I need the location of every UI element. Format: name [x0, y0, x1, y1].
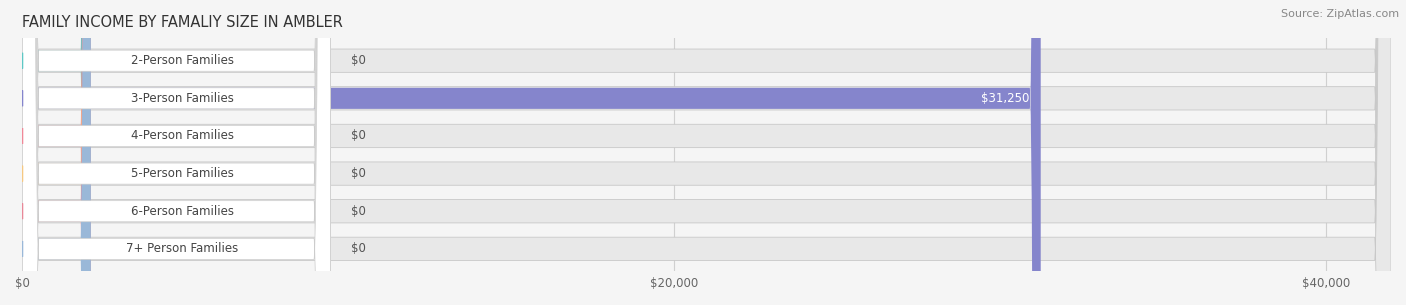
Text: $0: $0	[352, 205, 366, 218]
FancyBboxPatch shape	[22, 0, 330, 305]
FancyBboxPatch shape	[22, 0, 1391, 305]
FancyBboxPatch shape	[22, 0, 330, 305]
Text: FAMILY INCOME BY FAMALIY SIZE IN AMBLER: FAMILY INCOME BY FAMALIY SIZE IN AMBLER	[22, 15, 343, 30]
FancyBboxPatch shape	[22, 0, 330, 305]
FancyBboxPatch shape	[22, 0, 330, 305]
FancyBboxPatch shape	[22, 0, 1040, 305]
Text: $31,250: $31,250	[981, 92, 1029, 105]
FancyBboxPatch shape	[22, 0, 330, 305]
Text: 2-Person Families: 2-Person Families	[131, 54, 233, 67]
FancyBboxPatch shape	[22, 0, 1391, 305]
Text: Source: ZipAtlas.com: Source: ZipAtlas.com	[1281, 9, 1399, 19]
FancyBboxPatch shape	[22, 0, 330, 305]
FancyBboxPatch shape	[22, 0, 91, 305]
Text: $0: $0	[352, 54, 366, 67]
Text: 3-Person Families: 3-Person Families	[131, 92, 233, 105]
Text: 5-Person Families: 5-Person Families	[131, 167, 233, 180]
Text: 6-Person Families: 6-Person Families	[131, 205, 233, 218]
FancyBboxPatch shape	[22, 0, 1391, 305]
Text: 4-Person Families: 4-Person Families	[131, 129, 233, 142]
FancyBboxPatch shape	[22, 0, 1391, 305]
Text: $0: $0	[352, 242, 366, 255]
FancyBboxPatch shape	[22, 0, 91, 305]
FancyBboxPatch shape	[22, 0, 91, 305]
FancyBboxPatch shape	[22, 0, 1391, 305]
FancyBboxPatch shape	[22, 0, 91, 305]
Text: $0: $0	[352, 167, 366, 180]
Text: 7+ Person Families: 7+ Person Families	[127, 242, 239, 255]
Text: $0: $0	[352, 129, 366, 142]
FancyBboxPatch shape	[22, 0, 91, 305]
FancyBboxPatch shape	[22, 0, 1391, 305]
